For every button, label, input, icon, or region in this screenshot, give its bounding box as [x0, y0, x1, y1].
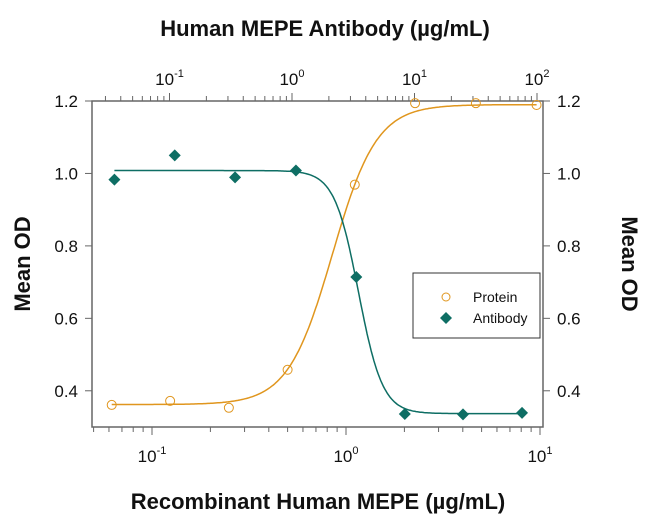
antibody-fit-curve [114, 169, 522, 415]
y-tick-label-right: 0.8 [557, 237, 581, 256]
x-tick-label: 100 [333, 445, 358, 466]
y-tick-label-right: 0.6 [557, 309, 581, 328]
y-tick-label-left: 0.6 [54, 309, 78, 328]
antibody-data-point [289, 164, 302, 177]
y-tick-label-left: 1.2 [54, 92, 78, 111]
antibody-data-point [108, 173, 121, 186]
top-x-tick-label: 101 [402, 68, 427, 89]
legend-antibody-marker [440, 312, 452, 324]
protein-data-point [282, 364, 293, 375]
x-axis-label: Recombinant Human MEPE (µg/mL) [131, 489, 505, 514]
antibody-data-point [457, 408, 470, 421]
antibody-data-point [398, 407, 411, 420]
legend: Protein Antibody [412, 272, 541, 339]
y-tick-label-left: 0.8 [54, 237, 78, 256]
protein-data-point [349, 179, 360, 190]
top-axis-title: Human MEPE Antibody (µg/mL) [160, 16, 490, 41]
protein-data-point [531, 99, 542, 110]
legend-protein-label: Protein [473, 289, 517, 305]
top-x-tick-label: 10-1 [155, 68, 184, 89]
protein-data-point [106, 399, 117, 410]
y-tick-label-left: 0.4 [54, 382, 78, 401]
antibody-data-point [516, 406, 529, 419]
antibody-data-point [229, 171, 242, 184]
y-tick-label-right: 0.4 [557, 382, 581, 401]
protein-fit-curve [111, 103, 537, 406]
top-x-tick-label: 100 [279, 68, 304, 89]
x-tick-label: 101 [527, 445, 552, 466]
protein-data-point [410, 98, 421, 109]
y-tick-label-right: 1.0 [557, 164, 581, 183]
y-tick-label-left: 1.0 [54, 164, 78, 183]
top-x-tick-label: 102 [524, 68, 549, 89]
y-axis-label-right: Mean OD [617, 216, 642, 311]
legend-box [412, 272, 541, 339]
protein-data-point [470, 98, 481, 109]
plot-frame [91, 100, 544, 428]
protein-data-point [165, 395, 176, 406]
antibody-data-point [350, 271, 363, 284]
antibody-data-point [168, 149, 181, 162]
legend-protein-marker [441, 292, 451, 302]
x-tick-label: 10-1 [138, 445, 167, 466]
y-axis-label-left: Mean OD [10, 216, 35, 311]
legend-antibody-label: Antibody [473, 310, 527, 326]
y-tick-label-right: 1.2 [557, 92, 581, 111]
protein-data-point [223, 402, 234, 413]
